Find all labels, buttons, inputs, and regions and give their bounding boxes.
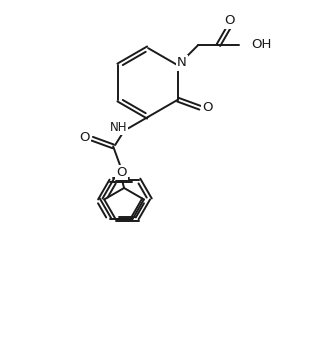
Text: O: O <box>224 14 235 27</box>
Text: O: O <box>202 101 213 114</box>
Text: NH: NH <box>110 121 127 134</box>
Text: N: N <box>177 56 187 69</box>
Text: OH: OH <box>251 38 271 51</box>
Text: O: O <box>116 166 126 179</box>
Text: O: O <box>79 131 89 144</box>
